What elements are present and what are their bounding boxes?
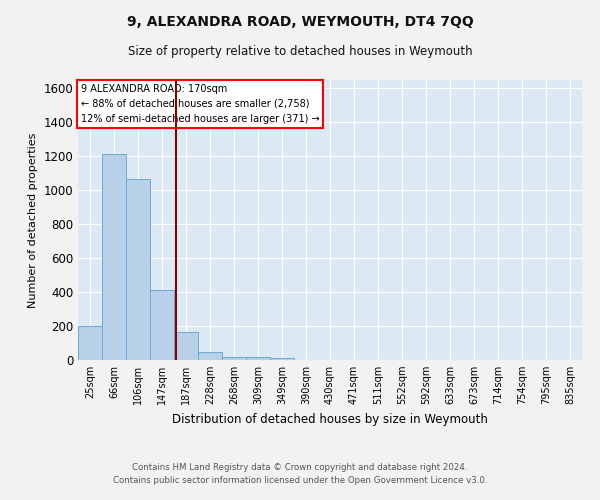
Text: Size of property relative to detached houses in Weymouth: Size of property relative to detached ho… bbox=[128, 45, 472, 58]
Text: 9, ALEXANDRA ROAD, WEYMOUTH, DT4 7QQ: 9, ALEXANDRA ROAD, WEYMOUTH, DT4 7QQ bbox=[127, 15, 473, 29]
Bar bbox=[174, 332, 198, 360]
Y-axis label: Number of detached properties: Number of detached properties bbox=[28, 132, 38, 308]
Bar bbox=[270, 358, 294, 360]
X-axis label: Distribution of detached houses by size in Weymouth: Distribution of detached houses by size … bbox=[172, 412, 488, 426]
Bar bbox=[150, 290, 174, 360]
Bar bbox=[78, 326, 102, 360]
Text: 9 ALEXANDRA ROAD: 170sqm
← 88% of detached houses are smaller (2,758)
12% of sem: 9 ALEXANDRA ROAD: 170sqm ← 88% of detach… bbox=[80, 84, 319, 124]
Bar bbox=[126, 180, 150, 360]
Bar bbox=[198, 352, 222, 360]
Text: Contains HM Land Registry data © Crown copyright and database right 2024.
Contai: Contains HM Land Registry data © Crown c… bbox=[113, 464, 487, 485]
Bar bbox=[246, 358, 270, 360]
Bar bbox=[102, 154, 126, 360]
Bar bbox=[222, 356, 246, 360]
